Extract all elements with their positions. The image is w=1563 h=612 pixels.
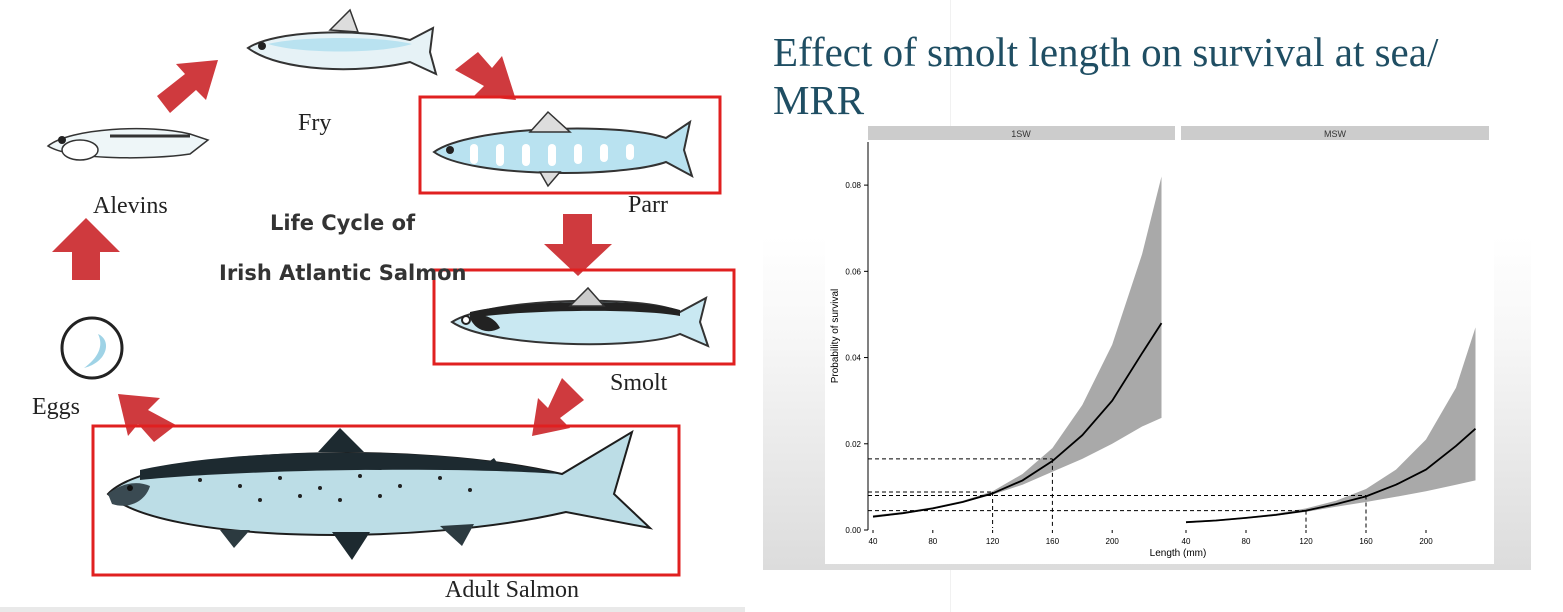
fitted-line-msw: [1185, 428, 1477, 524]
panel-1sw: 40 80 120 160 200: [868, 176, 1163, 546]
stage-label-fry: Fry: [298, 110, 332, 136]
fry-fish-illustration: [246, 8, 438, 76]
panel-strip-msw: [1181, 126, 1489, 140]
smolt-fish-illustration: [450, 286, 710, 348]
lifecycle-arrows: [52, 52, 612, 442]
survival-chart: 1SW MSW 0.00 0.02 0.04 0.06 0.08 Probability…: [763, 126, 1531, 570]
x-tick-label: 160: [1046, 537, 1060, 546]
panel-title-msw: MSW: [1324, 129, 1347, 139]
panel-strip-1sw: [868, 126, 1175, 140]
egg-illustration: [60, 316, 124, 380]
lifecycle-panel: Fry Alevins Parr Smolt Eggs Adult Salmon…: [0, 0, 745, 612]
y-tick-label: 0.00: [845, 526, 861, 535]
x-tick-label: 200: [1106, 537, 1120, 546]
y-axis-label: Probability of survival: [830, 289, 841, 383]
adult-highlight-box: [91, 424, 681, 577]
arrow-eggs-to-alevins: [52, 218, 120, 280]
stage-label-alevins: Alevins: [93, 193, 168, 219]
x-tick-label: 40: [1182, 537, 1191, 546]
confidence-band-1sw: [873, 176, 1162, 518]
x-tick-label: 160: [1359, 537, 1373, 546]
y-axis-ticks: 0.00 0.02 0.04 0.06 0.08: [845, 181, 868, 535]
alevins-fish-illustration: [46, 127, 210, 161]
stage-label-eggs: Eggs: [32, 394, 80, 420]
y-tick-label: 0.04: [845, 354, 861, 363]
adult-salmon-illustration: [106, 428, 654, 560]
panel-msw: 40 80 120 160 200: [868, 327, 1477, 546]
lifecycle-artwork: [46, 8, 736, 577]
x-tick-label: 40: [869, 537, 878, 546]
panel-title-1sw: 1SW: [1011, 129, 1031, 139]
arrow-adult-to-eggs: [118, 394, 176, 442]
x-tick-label: 200: [1419, 537, 1433, 546]
lifecycle-title-line1: Life Cycle of: [270, 211, 416, 235]
x-tick-label: 120: [986, 537, 1000, 546]
stage-label-adult: Adult Salmon: [445, 577, 580, 603]
x-tick-label: 120: [1299, 537, 1313, 546]
arrow-smolt-to-adult: [532, 378, 584, 436]
x-tick-label: 80: [1242, 537, 1251, 546]
slide-title: Effect of smolt length on survival at se…: [773, 29, 1439, 123]
parr-fish-illustration: [432, 110, 694, 188]
x-tick-label: 80: [928, 537, 937, 546]
y-tick-label: 0.06: [845, 267, 861, 276]
smolt-highlight-box: [432, 268, 736, 366]
y-tick-label: 0.02: [845, 440, 861, 449]
lifecycle-panel-baseline: [0, 607, 745, 612]
confidence-band-msw: [1186, 327, 1476, 524]
stage-label-parr: Parr: [628, 192, 668, 218]
x-axis-label: Length (mm): [1150, 548, 1207, 559]
arrow-fry-to-parr: [455, 52, 516, 100]
arrow-alevins-to-fry: [157, 60, 218, 113]
parr-highlight-box: [418, 95, 722, 195]
fitted-line-1sw: [872, 322, 1163, 518]
y-tick-label: 0.08: [845, 181, 861, 190]
lifecycle-title-line2: Irish Atlantic Salmon: [219, 261, 467, 285]
arrow-parr-to-smolt: [544, 214, 612, 276]
stage-label-smolt: Smolt: [610, 370, 668, 396]
